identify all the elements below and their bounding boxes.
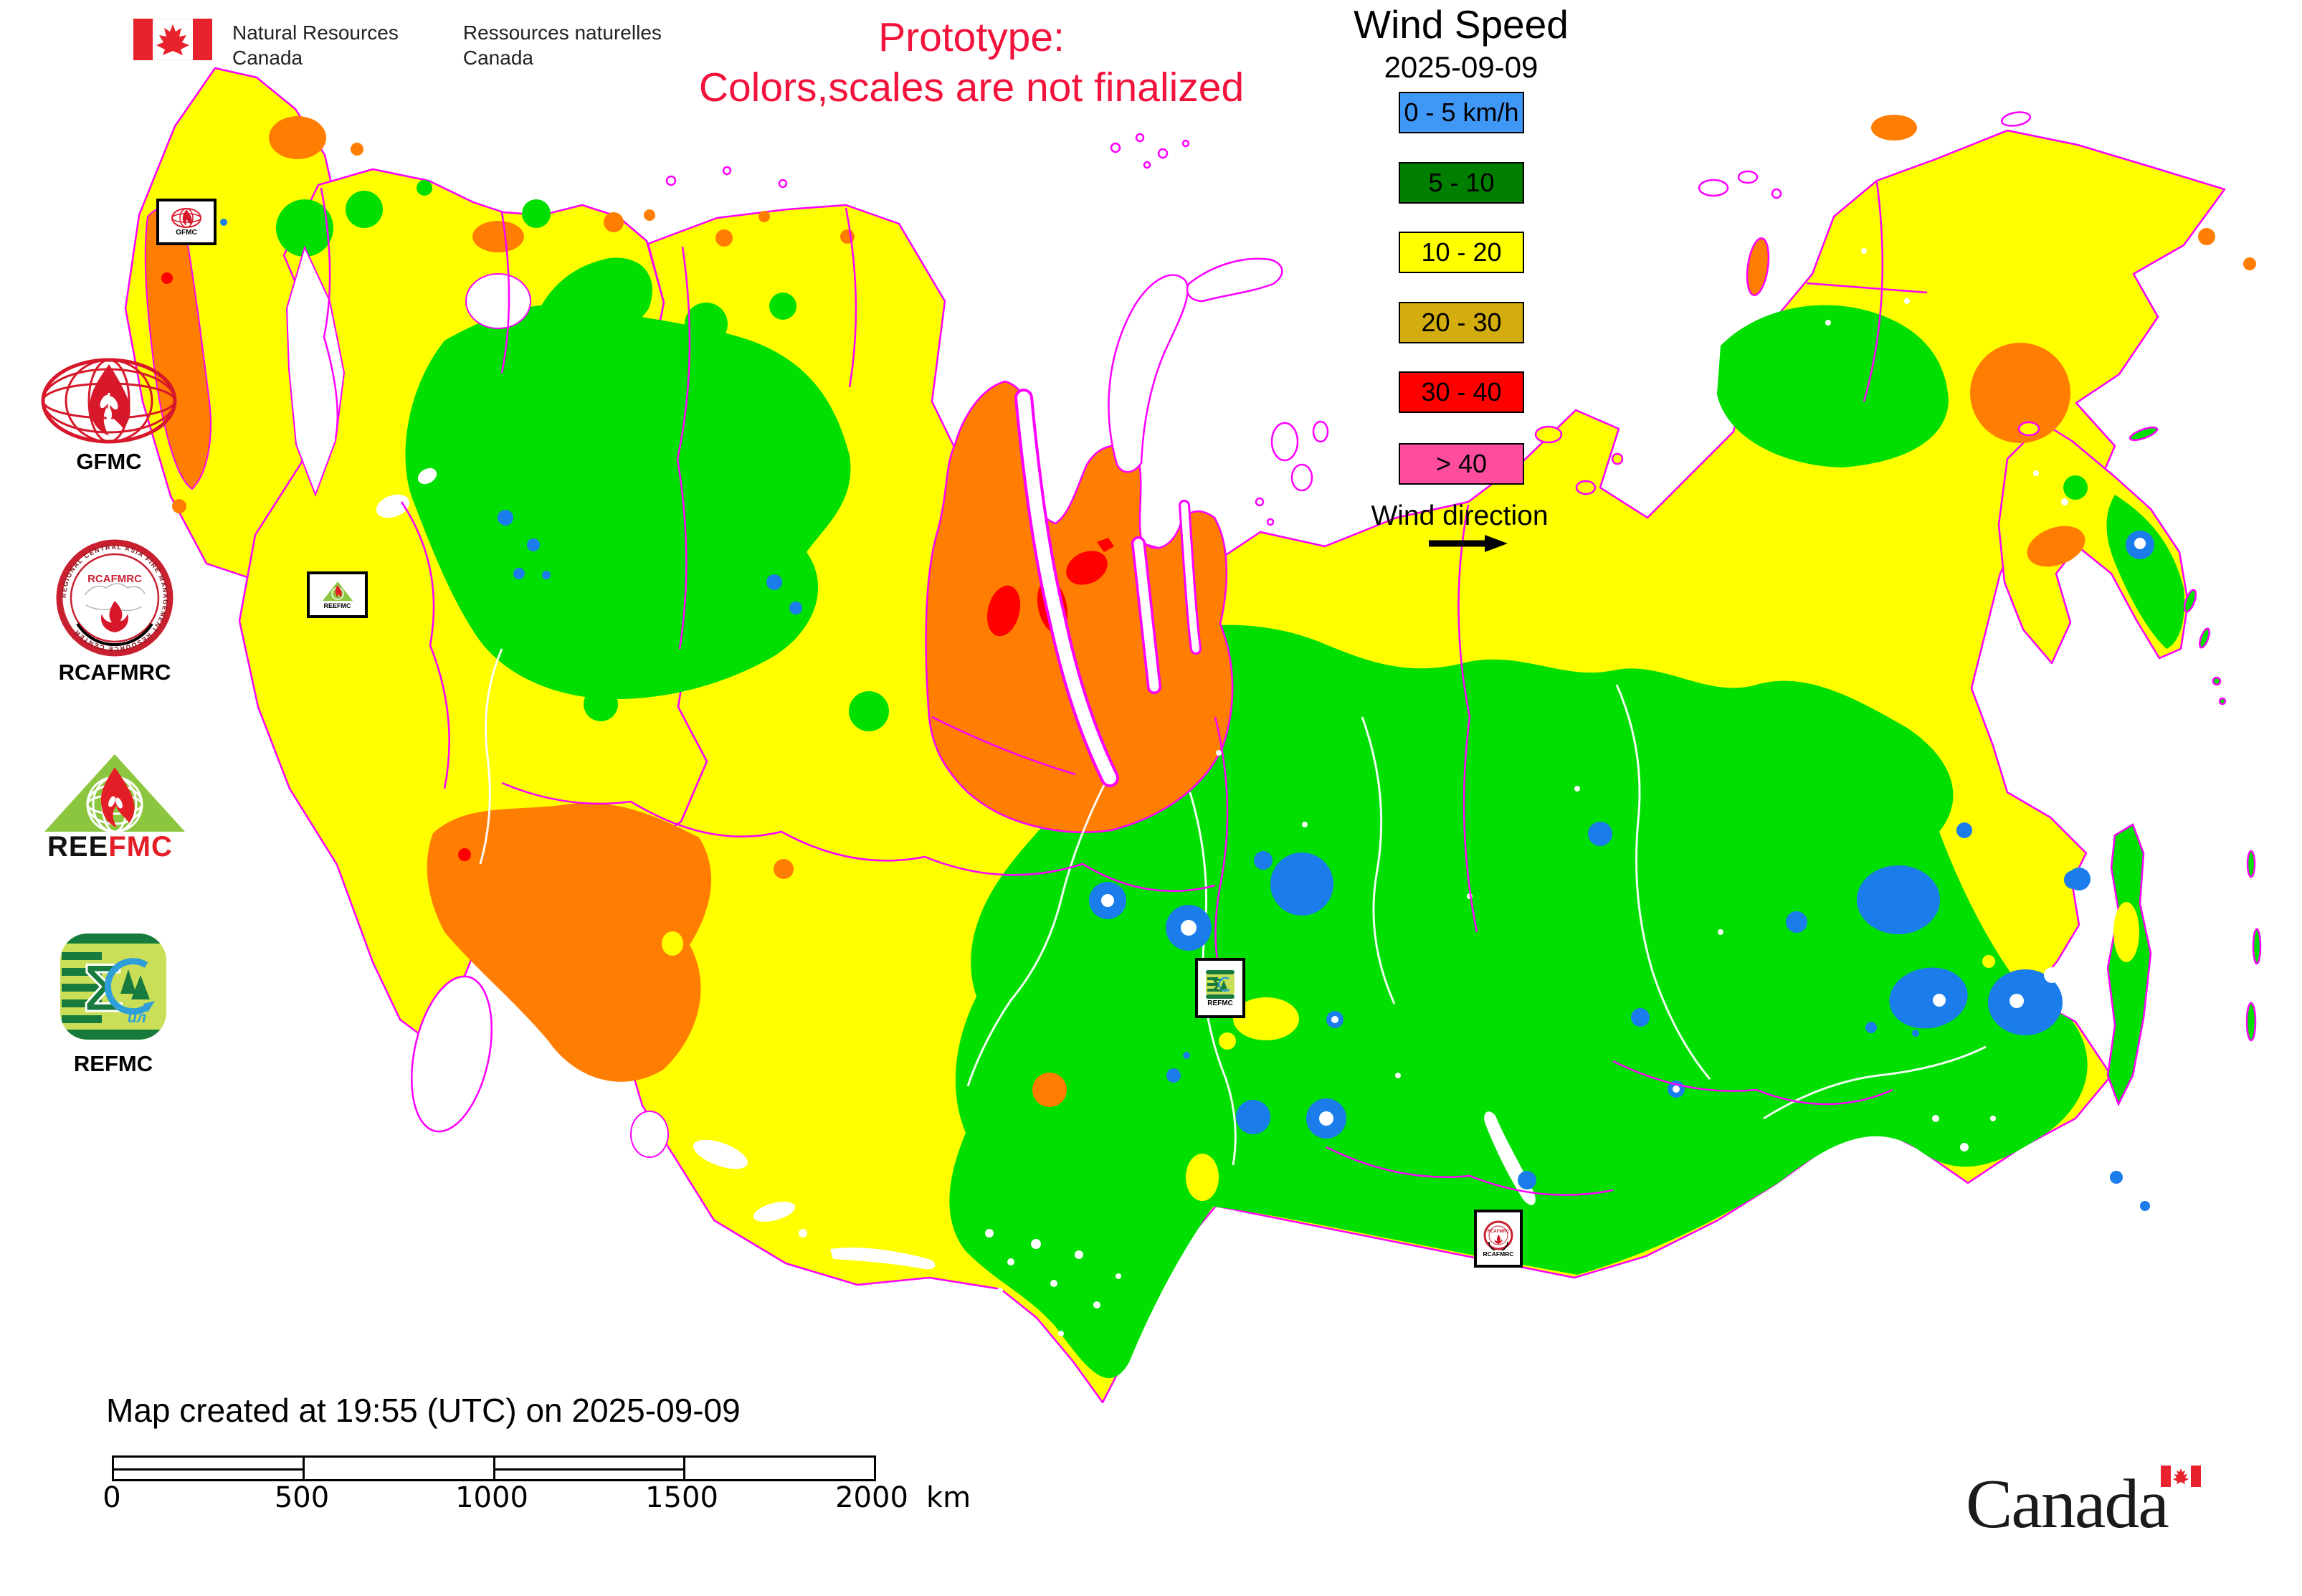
scale-tick-1500: 1500 — [645, 1481, 718, 1514]
map-marker-rcafmrc: RCAFMRC RCAFMRC — [1474, 1210, 1523, 1268]
scale-bar-segment — [685, 1458, 874, 1479]
legend-label-30-40: 30 - 40 — [1421, 377, 1502, 407]
wind-direction-arrow-icon — [1429, 535, 1508, 552]
scale-bar-segment — [495, 1458, 686, 1479]
yellow-wind-spots — [662, 931, 1995, 1201]
novaya-zemlya-north — [1186, 257, 1283, 303]
nrcan-name-en: Natural Resources Canada — [232, 19, 399, 70]
blue-spot-white-cores — [1101, 538, 2146, 1126]
legend-item-40plus: > 40 — [1399, 443, 1524, 485]
canada-wordmark-text: Canada — [1966, 1466, 2169, 1543]
scale-tick-0: 0 — [103, 1481, 121, 1514]
legend-date: 2025-09-09 — [1384, 50, 1538, 84]
canada-flag-icon — [133, 19, 212, 60]
green-wind-regions — [185, 180, 2184, 1379]
map-marker-reefmc-label: REEFMC — [323, 602, 351, 609]
legend-swatch-40plus — [1399, 443, 1524, 485]
scale-bar-segment — [304, 1458, 495, 1479]
legend-item-5-10: 5 - 10 — [1399, 162, 1524, 204]
rcafmrc-logo: REGIONAL CENTRAL ASIA FIRE MANAGEMENT RE… — [56, 539, 173, 657]
nrcan-en-line1: Natural Resources — [232, 22, 399, 44]
scale-bar — [112, 1455, 876, 1481]
legend-item-0-5: 0 - 5 km/h — [1399, 92, 1524, 133]
legend-label-5-10: 5 - 10 — [1428, 168, 1495, 197]
map-marker-refmc-label: REFMC — [1207, 999, 1233, 1007]
scale-tick-1000: 1000 — [455, 1481, 528, 1514]
scale-tick-500: 500 — [274, 1481, 330, 1514]
gfmc-logo-caption: GFMC — [76, 449, 142, 474]
legend-swatch-5-10 — [1399, 162, 1524, 204]
legend-label-40plus: > 40 — [1435, 449, 1488, 478]
gulf-water-channels — [1014, 389, 1202, 787]
legend-item-30-40: 30 - 40 — [1399, 371, 1524, 413]
legend-swatch-20-30 — [1399, 302, 1524, 343]
novaya-zemlya-south — [1108, 274, 1189, 473]
yamal-orange-region — [925, 380, 1234, 833]
refmc-logo-caption: REFMC — [73, 1051, 153, 1076]
nrcan-fr-line2: Canada — [462, 47, 533, 69]
map-marker-refmc: Σ REFMC — [1195, 958, 1245, 1018]
legend-item-10-20: 10 - 20 — [1399, 232, 1524, 273]
svg-text:Σ: Σ — [83, 950, 123, 1025]
map-marker-gfmc: GFMC — [156, 199, 217, 245]
refmc-logo: Σ ил — [60, 934, 166, 1040]
legend-title: Wind Speed — [1354, 2, 1569, 47]
refmc-inner-text: ил — [128, 1010, 146, 1026]
svg-text:REEFMC: REEFMC — [47, 831, 173, 860]
gfmc-logo — [41, 358, 177, 444]
legend-label-0-5: 0 - 5 km/h — [1404, 98, 1519, 127]
rcafmrc-logo-caption: RCAFMRC — [58, 660, 171, 685]
sakhalin-island — [2106, 823, 2152, 1107]
legend-item-20-30: 20 - 30 — [1399, 302, 1524, 343]
svg-text:Σ: Σ — [1212, 974, 1224, 996]
lakes-layer — [285, 245, 1536, 1308]
legend-swatch-30-40 — [1399, 371, 1524, 413]
canada-wordmark: Canada — [1966, 1464, 2224, 1579]
map-marker-rcafmrc-label: RCAFMRC — [1483, 1250, 1514, 1258]
nrcan-name-fr: Ressources naturelles Canada — [463, 19, 662, 70]
canada-wordmark-flag-icon — [2161, 1466, 2201, 1487]
nrcan-en-line2: Canada — [232, 47, 303, 69]
svg-text:RCAFMRC: RCAFMRC — [1488, 1230, 1510, 1234]
terrain-speckles — [799, 248, 2111, 1336]
reefmc-mini-icon — [322, 581, 353, 601]
scale-bar-segment — [114, 1458, 305, 1479]
scale-unit-label: km — [926, 1481, 971, 1514]
legend-label-20-30: 20 - 30 — [1421, 308, 1502, 337]
blue-wind-spots — [220, 219, 2154, 1211]
map-marker-gfmc-label: GFMC — [176, 229, 197, 237]
rcafmrc-mini-icon: RCAFMRC — [1483, 1220, 1513, 1250]
legend-swatch-10-20 — [1399, 232, 1524, 273]
scale-tick-2000: 2000 — [835, 1481, 908, 1514]
map-created-timestamp: Map created at 19:55 (UTC) on 2025-09-09 — [106, 1392, 741, 1429]
prototype-notice-line1: Prototype: — [878, 14, 1065, 60]
reefmc-text-black: REE — [47, 831, 108, 860]
gfmc-mini-icon — [171, 208, 201, 228]
borders-layer — [320, 181, 1928, 1196]
refmc-mini-icon: Σ — [1206, 969, 1235, 999]
nrcan-signature: Natural Resources Canada Ressources natu… — [133, 19, 662, 70]
prototype-notice-line2: Colors,scales are not finalized — [698, 64, 1245, 110]
south-urals-orange-region — [427, 802, 712, 1082]
reefmc-logo: REEFMC — [44, 754, 185, 860]
rcafmrc-inner-acronym: RCAFMRC — [87, 573, 142, 585]
wind-direction-label: Wind direction — [1371, 500, 1549, 531]
legend-swatch-0-5 — [1399, 92, 1524, 133]
prototype-notice: Prototype: Colors,scales are not finaliz… — [649, 13, 1294, 113]
legend-label-10-20: 10 - 20 — [1421, 237, 1502, 267]
islands-layer — [665, 111, 2262, 1107]
nrcan-fr-line1: Ressources naturelles — [462, 22, 662, 44]
reefmc-text-red: FMC — [108, 831, 173, 860]
rivers-layer — [479, 648, 1987, 1166]
map-marker-reefmc: REEFMC — [307, 571, 368, 618]
